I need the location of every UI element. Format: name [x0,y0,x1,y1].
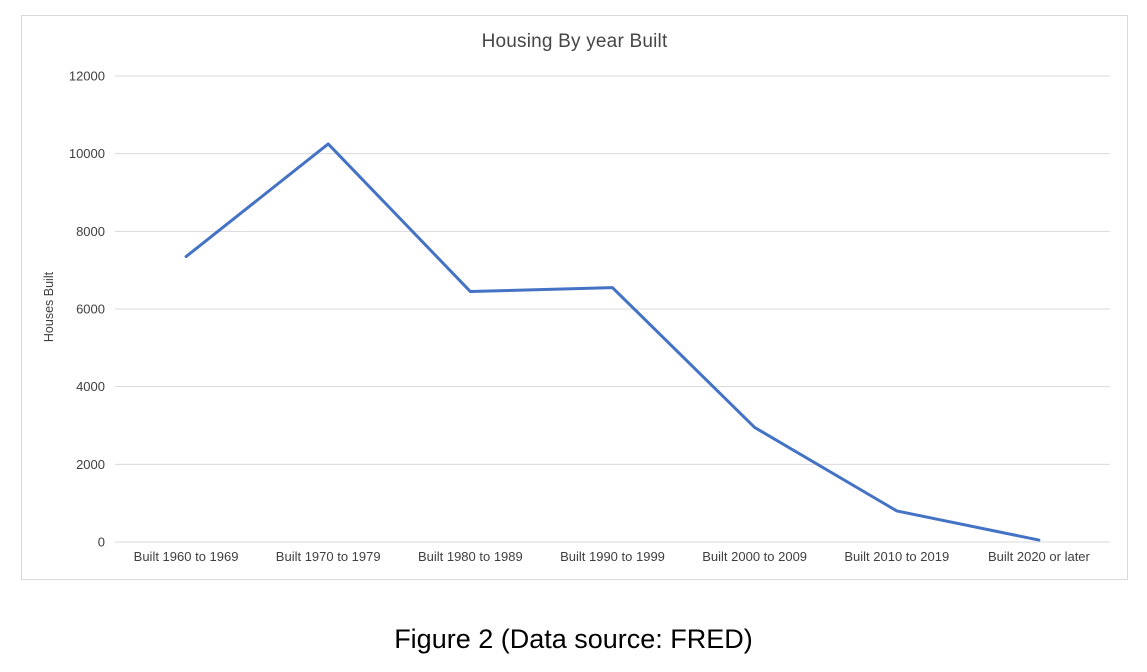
x-tick-label: Built 2020 or later [988,549,1091,564]
y-tick-label: 6000 [76,302,105,317]
line-chart-plot: 0 2000 4000 6000 8000 10000 12000 Built 1960 to… [69,69,1110,564]
y-tick-label: 10000 [69,146,105,161]
y-tick-label: 0 [98,535,105,550]
data-series-line [184,142,1041,542]
x-tick-label: Built 1960 to 1969 [134,549,239,564]
y-tick-label: 8000 [76,224,105,239]
x-tick-label: Built 2000 to 2009 [702,549,807,564]
y-tick-label: 4000 [76,379,105,394]
chart-frame: Housing By year Built Houses Built 0 2000… [21,15,1128,580]
x-tick-label: Built 1990 to 1999 [560,549,665,564]
x-tick-label: Built 2010 to 2019 [844,549,949,564]
y-tick-label: 2000 [76,457,105,472]
x-tick-label: Built 1980 to 1989 [418,549,523,564]
figure-caption: Figure 2 (Data source: FRED) [394,624,753,654]
chart-title: Housing By year Built [481,31,668,52]
y-tick-label: 12000 [69,69,105,84]
x-tick-label: Built 1970 to 1979 [276,549,381,564]
